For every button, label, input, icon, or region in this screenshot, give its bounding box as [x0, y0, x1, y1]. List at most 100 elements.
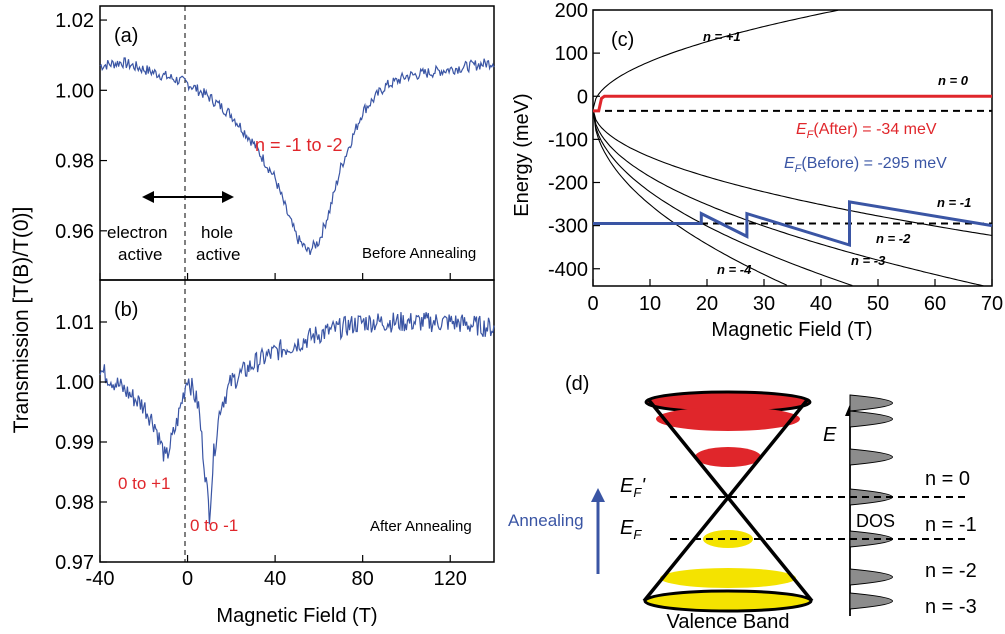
panel-b-annotation-minus: 0 to -1: [190, 516, 238, 535]
dos-lobe: [849, 448, 893, 466]
level-label-m2: n = -2: [876, 231, 911, 246]
landau-level-line: [592, 109, 984, 287]
panel-b-xtick-label: 40: [264, 568, 286, 590]
cone-line-2: [642, 397, 810, 603]
panel-c-xtick-label: 20: [696, 293, 718, 315]
panel-c-xtick-label: 50: [867, 293, 889, 315]
panel-c-ylabel: Energy (meV): [511, 93, 533, 216]
panel-a-annotation: n = -1 to -2: [255, 135, 343, 155]
panel-c-xtick-label: 60: [924, 293, 946, 315]
level-label-0: n = 0: [938, 73, 969, 88]
panel-b-ytick-label: 1.00: [55, 372, 94, 394]
panel-c-xtick-label: 40: [810, 293, 832, 315]
panel-b-ticks: 0.97 0.98 0.99 1.00 1.01 -40 0 40 80 120: [55, 312, 467, 590]
red-ellipse-2: [656, 407, 800, 431]
ef-before-text: (Before) = -295 meV: [801, 155, 947, 172]
landau-level-line: [592, 109, 853, 287]
ef-label: EF: [620, 517, 642, 542]
yellow-ellipse-ef: [703, 530, 753, 548]
landau-level-line: [592, 109, 993, 237]
arrow-right-head: [222, 191, 234, 203]
panel-c-label: (c): [611, 29, 634, 51]
panel-b-ytick-label: 0.97: [55, 552, 94, 574]
panel-b-ytick-label: 0.99: [55, 432, 94, 454]
panel-b-label: (b): [114, 299, 138, 321]
ef-e: E: [620, 517, 634, 539]
n-label-0: n = 0: [925, 468, 970, 490]
panel-c-ytick-label: 0: [577, 86, 588, 108]
yellow-ellipse-bottom: [643, 589, 813, 613]
panel-a-condition: Before Annealing: [362, 245, 476, 262]
panel-d-label: (d): [565, 373, 589, 395]
panel-b-series: [99, 312, 495, 525]
panel-a-series: [99, 57, 495, 255]
panel-b-ytick-label: 0.98: [55, 492, 94, 514]
panel-c-xlabel: Magnetic Field (T): [711, 319, 872, 341]
panel-a-ytick-label: 0.98: [55, 151, 94, 173]
panel-c-frame: [592, 9, 993, 287]
red-ellipse-3: [695, 447, 761, 467]
panel-b-condition: After Annealing: [370, 518, 472, 535]
panel-a-ytick-label: 0.96: [55, 221, 94, 243]
ef-after-text: (After) = -34 meV: [813, 121, 936, 138]
panel-c-ytick-label: -400: [548, 259, 588, 281]
panel-c-ytick-label: -300: [548, 216, 588, 238]
panel-b-annotation-plus: 0 to +1: [118, 474, 170, 493]
panel-a-label: (a): [114, 25, 138, 47]
left-ylabel: Transmission [T(B)/T(0)]: [10, 207, 33, 434]
landau-level-line: [592, 109, 788, 286]
energy-axis-label: E: [823, 424, 837, 446]
panel-c-xtick-label: 30: [753, 293, 775, 315]
panel-c-ytick-label: -100: [548, 129, 588, 151]
electron-label-2: active: [118, 245, 162, 264]
panel-c-ticks: 0 10 20 30 40 50 60 70 200 100 0 -100 -200 -300 -400: [548, 0, 1003, 315]
level-label-m3: n = -3: [851, 253, 886, 268]
ef-after-label: EF(After) = -34 meV: [796, 121, 937, 141]
annealing-arrowhead: [591, 488, 605, 502]
dos-lobe: [849, 568, 893, 586]
hole-label-2: active: [196, 245, 240, 264]
red-fermi-trace: [593, 94, 992, 113]
landau-levels: [592, 9, 993, 287]
panel-b-xtick-label: 80: [352, 568, 374, 590]
panel-c-ytick-label: 100: [555, 43, 588, 65]
level-label-m4: n = -4: [717, 262, 752, 277]
level-label-m1: n = -1: [937, 195, 971, 210]
panel-b-xtick-label: -40: [86, 568, 115, 590]
n-label-m1: n = -1: [925, 514, 977, 536]
n-label-m3: n = -3: [925, 596, 977, 618]
dos-lobes: [849, 394, 893, 610]
panel-c-xtick-label: 10: [639, 293, 661, 315]
panel-d: (d) E EF' EF Annealing DOS Valence Band: [508, 373, 977, 633]
panel-b-xlabel: Magnetic Field (T): [216, 605, 377, 627]
blue-fermi-trace: [593, 200, 993, 248]
panel-b-xtick-label: 0: [182, 568, 193, 590]
electron-label-1: electron: [107, 223, 167, 242]
panel-a-ytick-label: 1.02: [55, 10, 94, 32]
panel-c-ytick-label: 200: [555, 0, 588, 22]
panel-c: (c) Energy (meV) Magnetic Field (T) 0 10 2…: [511, 0, 1003, 341]
panel-a-yticks: 0.96 0.98 1.00 1.02: [55, 10, 451, 280]
panel-b: (b) 0 to +1 0 to -1 After Annealing 0.97…: [55, 279, 495, 627]
ef-prime-label: EF': [620, 475, 646, 500]
panel-c-xtick-label: 70: [981, 293, 1003, 315]
hole-label-1: hole: [201, 223, 233, 242]
n-label-m2: n = -2: [925, 560, 977, 582]
dos-lobe: [849, 592, 893, 610]
annealing-label: Annealing: [508, 511, 584, 530]
dos-lobe: [849, 394, 893, 412]
arrow-left-head: [142, 191, 154, 203]
dos-lobe: [849, 410, 893, 428]
panel-a-ytick-label: 1.00: [55, 80, 94, 102]
panel-c-xtick-label: 0: [587, 293, 598, 315]
panel-b-frame: [99, 279, 495, 563]
panel-c-ytick-label: -200: [548, 173, 588, 195]
level-label-p1: n = +1: [703, 29, 741, 44]
ef-before-label: EF(Before) = -295 meV: [784, 155, 947, 175]
dos-label: DOS: [856, 511, 895, 531]
cone-line-1: [646, 397, 814, 603]
ef-prime-e: E: [620, 475, 634, 497]
panel-a: (a) n = -1 to -2 electron active hole ac…: [55, 5, 495, 281]
panel-b-ytick-label: 1.01: [55, 312, 94, 334]
